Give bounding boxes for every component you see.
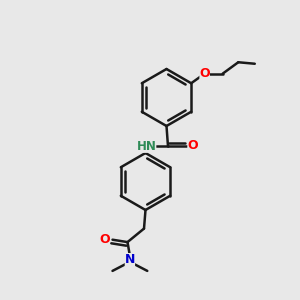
- Text: N: N: [125, 253, 135, 266]
- Text: O: O: [200, 67, 210, 80]
- Text: HN: HN: [136, 140, 156, 153]
- Text: O: O: [99, 233, 110, 246]
- Text: O: O: [187, 139, 198, 152]
